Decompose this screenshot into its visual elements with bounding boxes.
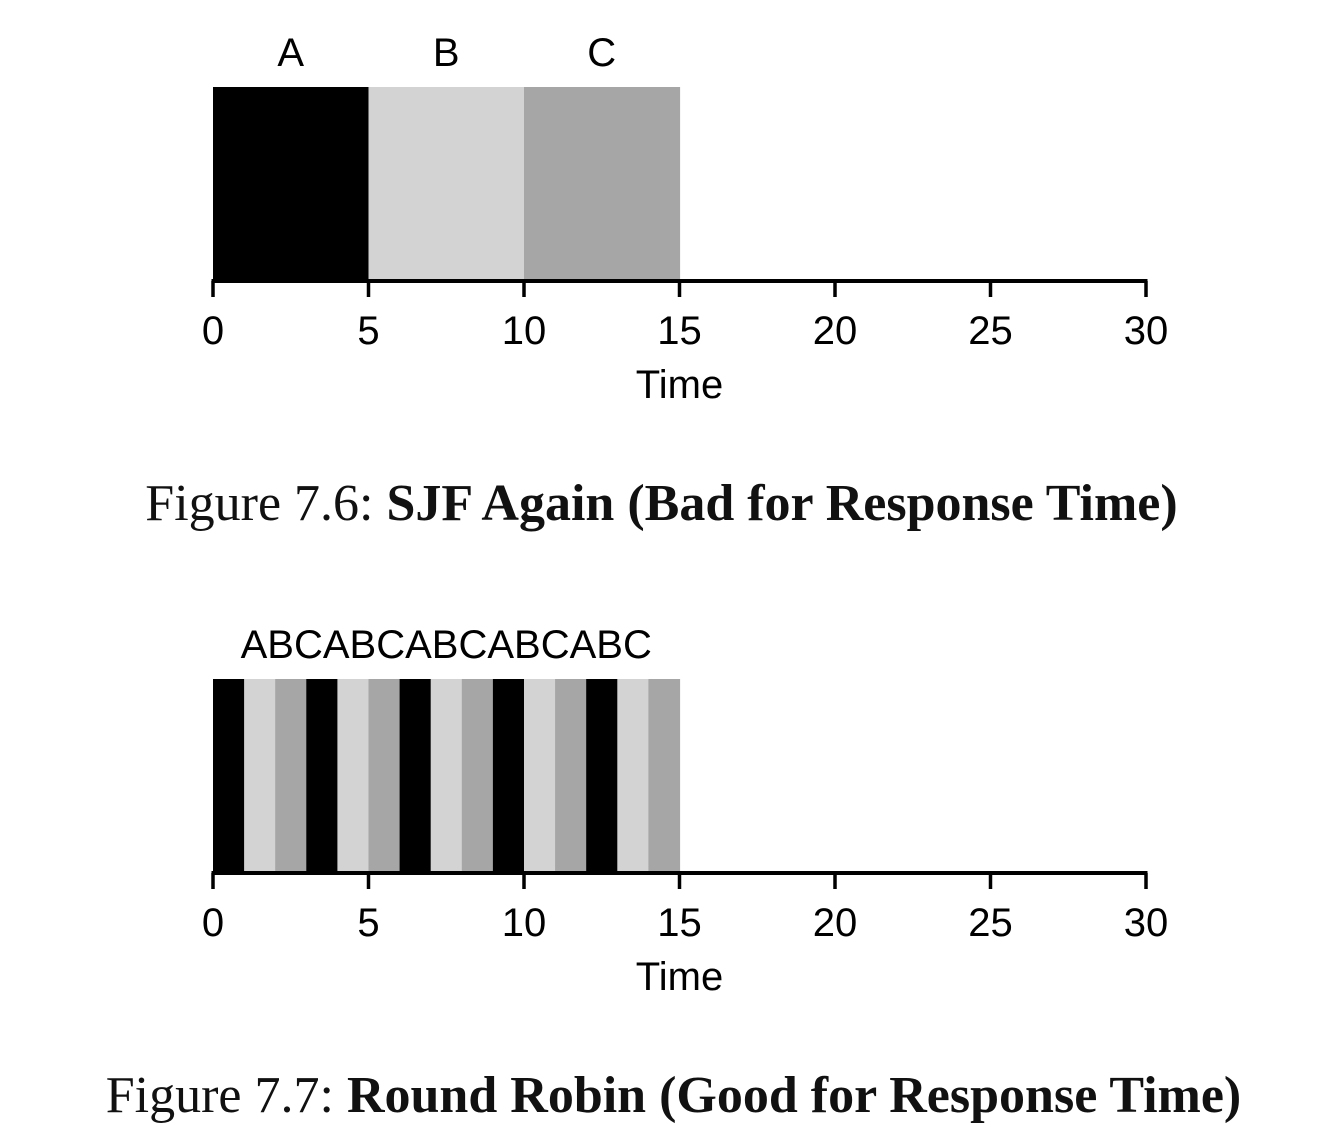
x-tick-label: 30 <box>1124 901 1169 945</box>
x-tick-label: 20 <box>813 901 858 945</box>
x-tick-label: 5 <box>357 309 379 353</box>
job-label: A <box>277 31 304 75</box>
caption-title: SJF Again (Bad for Response Time) <box>386 475 1178 532</box>
bar-segment-c <box>555 679 587 873</box>
x-tick-label: 5 <box>357 901 379 945</box>
job-label: B <box>433 31 460 75</box>
figure-7-6: A B C 0 5 10 15 20 25 30 Time <box>0 0 1323 440</box>
figure-caption-7-7: Figure 7.7: Round Robin (Good for Respon… <box>0 1066 1323 1125</box>
x-tick-label: 15 <box>657 309 702 353</box>
job-label: C <box>587 31 616 75</box>
x-tick-label: 10 <box>502 901 547 945</box>
bar-segment-b <box>368 87 525 281</box>
x-tick-label: 10 <box>502 309 547 353</box>
bar-segment-c <box>648 679 681 873</box>
bar-segment-a <box>492 679 525 873</box>
x-axis-label: Time <box>636 363 723 407</box>
bar-segment-a <box>399 679 432 873</box>
x-tick-label: 0 <box>202 309 224 353</box>
sjf-timeline-chart: A B C 0 5 10 15 20 25 30 Time <box>202 31 1169 407</box>
bar-segment-c <box>461 679 494 873</box>
x-tick-label: 15 <box>657 901 702 945</box>
figure-caption-7-6: Figure 7.6: SJF Again (Bad for Response … <box>0 474 1323 533</box>
round-robin-timeline-chart: ABCABCABCABCABC 0 5 10 15 20 25 30 Time <box>202 623 1169 999</box>
bar-segment-a <box>586 679 618 873</box>
bar-segment-b <box>524 679 556 873</box>
x-tick-label: 20 <box>813 309 858 353</box>
bar-segment-a <box>306 679 338 873</box>
bar-segment-b <box>617 679 649 873</box>
x-tick-label: 25 <box>968 901 1013 945</box>
bar-segment-c <box>275 679 307 873</box>
bar-segment-c <box>368 679 401 873</box>
bar-segment-a <box>213 87 370 281</box>
x-axis-label: Time <box>636 955 723 999</box>
bar-segment-b <box>244 679 276 873</box>
x-tick-label: 25 <box>968 309 1013 353</box>
figure-7-7: ABCABCABCABCABC 0 5 10 15 20 25 30 Time <box>0 592 1323 1032</box>
caption-title: Round Robin (Good for Response Time) <box>346 1067 1242 1124</box>
job-label: ABCABCABCABCABC <box>241 623 652 667</box>
caption-prefix: Figure 7.6: <box>145 475 374 532</box>
bar-segment-a <box>213 679 245 873</box>
bar-segment-b <box>430 679 463 873</box>
bar-segment-c <box>524 87 681 281</box>
x-tick-label: 30 <box>1124 309 1169 353</box>
caption-prefix: Figure 7.7: <box>105 1067 334 1124</box>
x-tick-label: 0 <box>202 901 224 945</box>
bar-segment-b <box>337 679 370 873</box>
